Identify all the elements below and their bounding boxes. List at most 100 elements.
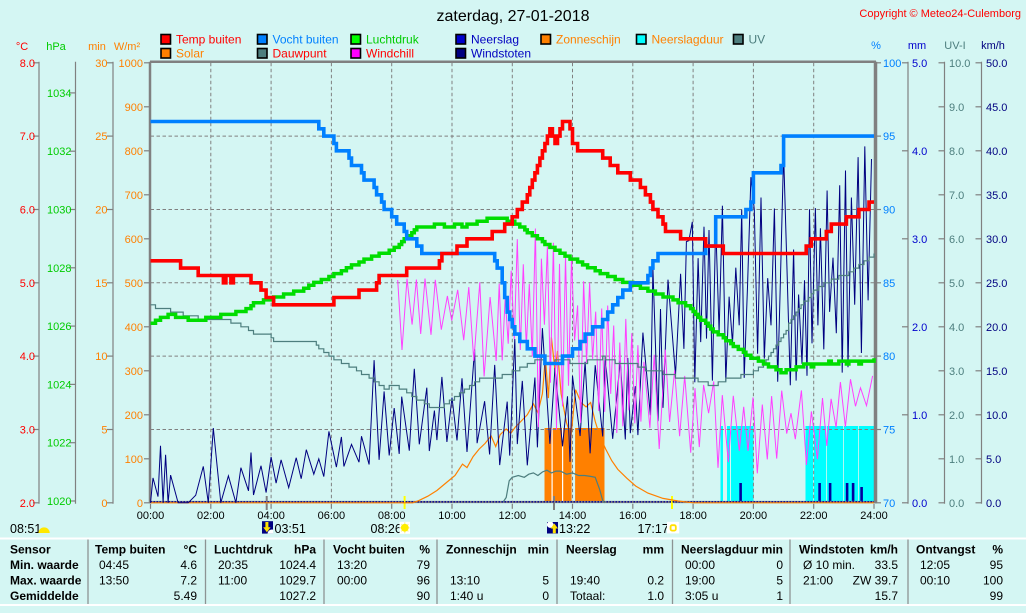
svg-text:00:00: 00:00 xyxy=(685,558,715,572)
svg-text:0: 0 xyxy=(101,498,107,510)
svg-text:W/m²: W/m² xyxy=(114,41,141,53)
svg-text:08:00: 08:00 xyxy=(378,510,406,522)
svg-text:Temp buiten: Temp buiten xyxy=(95,543,165,557)
svg-text:100: 100 xyxy=(983,574,1003,588)
svg-text:0: 0 xyxy=(776,558,783,572)
svg-text:03:51: 03:51 xyxy=(275,522,306,536)
svg-text:5.49: 5.49 xyxy=(174,589,198,603)
svg-text:1034: 1034 xyxy=(47,88,71,100)
svg-text:18:00: 18:00 xyxy=(679,510,707,522)
svg-text:100: 100 xyxy=(883,58,901,70)
svg-text:22:00: 22:00 xyxy=(800,510,828,522)
svg-text:600: 600 xyxy=(125,234,143,246)
svg-text:20: 20 xyxy=(95,205,107,217)
svg-text:Windchill: Windchill xyxy=(366,47,414,61)
svg-text:3.0: 3.0 xyxy=(912,234,927,246)
svg-text:00:00: 00:00 xyxy=(337,574,367,588)
svg-text:2.0: 2.0 xyxy=(912,322,927,334)
svg-text:1022: 1022 xyxy=(47,438,71,450)
svg-text:2.0: 2.0 xyxy=(949,410,964,422)
svg-text:6.0: 6.0 xyxy=(20,205,35,217)
svg-text:25: 25 xyxy=(95,131,107,143)
svg-text:15: 15 xyxy=(95,278,107,290)
svg-text:4.0: 4.0 xyxy=(912,146,927,158)
svg-text:%: % xyxy=(992,543,1003,557)
svg-text:800: 800 xyxy=(125,146,143,158)
svg-text:Ø 10 min.: Ø 10 min. xyxy=(803,558,855,572)
svg-text:Neerslag: Neerslag xyxy=(566,543,617,557)
svg-text:900: 900 xyxy=(125,102,143,114)
svg-text:Solar: Solar xyxy=(176,47,204,61)
svg-text:10.0: 10.0 xyxy=(949,58,970,70)
svg-text:5.0: 5.0 xyxy=(912,58,927,70)
svg-text:zaterdag, 27-01-2018: zaterdag, 27-01-2018 xyxy=(437,8,590,25)
svg-text:10.0: 10.0 xyxy=(986,410,1007,422)
svg-text:200: 200 xyxy=(125,410,143,422)
svg-text:15.0: 15.0 xyxy=(986,366,1007,378)
svg-text:08:51: 08:51 xyxy=(10,522,41,536)
svg-text:4.0: 4.0 xyxy=(949,322,964,334)
svg-text:99: 99 xyxy=(990,589,1004,603)
svg-text:35.0: 35.0 xyxy=(986,190,1007,202)
svg-text:UV-I: UV-I xyxy=(944,40,965,52)
svg-text:0: 0 xyxy=(542,589,549,603)
svg-text:Max. waarde: Max. waarde xyxy=(10,574,82,588)
svg-text:24:00: 24:00 xyxy=(860,510,888,522)
svg-text:Gemiddelde: Gemiddelde xyxy=(10,589,79,603)
svg-text:Luchtdruk: Luchtdruk xyxy=(366,33,420,47)
svg-text:mm: mm xyxy=(643,543,664,557)
svg-text:1032: 1032 xyxy=(47,146,71,158)
svg-text:Sensor: Sensor xyxy=(10,543,51,557)
svg-text:80: 80 xyxy=(883,351,895,363)
svg-text:10:00: 10:00 xyxy=(438,510,466,522)
svg-text:400: 400 xyxy=(125,322,143,334)
svg-text:Vocht buiten: Vocht buiten xyxy=(273,33,339,47)
svg-text:4.0: 4.0 xyxy=(20,351,35,363)
svg-text:6.0: 6.0 xyxy=(949,234,964,246)
svg-text:3.0: 3.0 xyxy=(20,425,35,437)
svg-text:ZW 39.7: ZW 39.7 xyxy=(853,574,899,588)
svg-text:12:00: 12:00 xyxy=(499,510,527,522)
svg-text:1024: 1024 xyxy=(47,379,71,391)
svg-text:79: 79 xyxy=(417,558,431,572)
svg-text:1020: 1020 xyxy=(47,496,71,508)
svg-text:3:05 u: 3:05 u xyxy=(685,589,718,603)
svg-text:1030: 1030 xyxy=(47,205,71,217)
svg-text:04:45: 04:45 xyxy=(99,558,129,572)
svg-text:00:00: 00:00 xyxy=(137,510,165,522)
svg-text:06:00: 06:00 xyxy=(318,510,346,522)
svg-text:min: min xyxy=(762,543,783,557)
svg-text:Neerslag: Neerslag xyxy=(471,33,519,47)
svg-text:°C: °C xyxy=(184,543,198,557)
svg-text:02:00: 02:00 xyxy=(197,510,225,522)
svg-text:13:22: 13:22 xyxy=(559,522,590,536)
svg-text:4.6: 4.6 xyxy=(180,558,197,572)
svg-text:1: 1 xyxy=(776,589,783,603)
svg-text:Totaal:: Totaal: xyxy=(570,589,605,603)
svg-text:1.0: 1.0 xyxy=(949,454,964,466)
svg-text:7.0: 7.0 xyxy=(20,131,35,143)
svg-text:3.0: 3.0 xyxy=(949,366,964,378)
svg-text:UV: UV xyxy=(749,33,766,47)
svg-text:75: 75 xyxy=(883,425,895,437)
svg-text:0.0: 0.0 xyxy=(986,498,1001,510)
svg-text:95: 95 xyxy=(990,558,1004,572)
svg-text:30.0: 30.0 xyxy=(986,234,1007,246)
svg-text:11:00: 11:00 xyxy=(218,574,247,588)
svg-text:min: min xyxy=(88,41,106,53)
svg-text:Temp buiten: Temp buiten xyxy=(176,33,241,47)
svg-text:°C: °C xyxy=(16,41,28,53)
svg-text:hPa: hPa xyxy=(294,543,316,557)
svg-text:50.0: 50.0 xyxy=(986,58,1007,70)
svg-text:25.0: 25.0 xyxy=(986,278,1007,290)
svg-text:1026: 1026 xyxy=(47,321,71,333)
svg-text:5: 5 xyxy=(101,425,107,437)
svg-text:Windstoten: Windstoten xyxy=(799,543,864,557)
svg-text:20:35: 20:35 xyxy=(218,558,248,572)
svg-text:21:00: 21:00 xyxy=(803,574,833,588)
svg-text:5: 5 xyxy=(542,574,549,588)
svg-text:Luchtdruk: Luchtdruk xyxy=(214,543,273,557)
svg-text:15.7: 15.7 xyxy=(875,589,899,603)
svg-text:1000: 1000 xyxy=(119,58,143,70)
svg-text:5.0: 5.0 xyxy=(986,454,1001,466)
